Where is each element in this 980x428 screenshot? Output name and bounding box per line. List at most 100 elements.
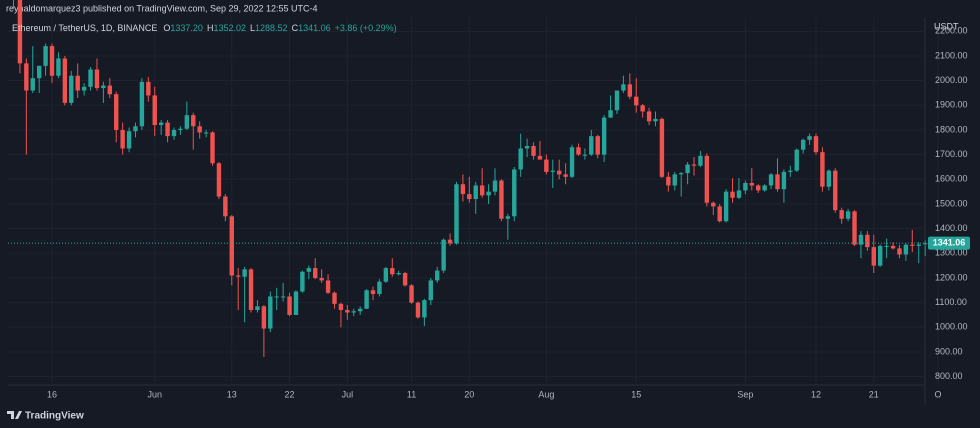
x-tick-label: 13 [227, 389, 237, 399]
candle-body [139, 81, 145, 127]
candle-body [357, 308, 363, 312]
candle-body [839, 210, 844, 219]
x-tick-label: 11 [407, 389, 416, 399]
y-tick-label: 1000.00 [935, 322, 968, 332]
candle-body [910, 244, 915, 246]
candle-body [492, 180, 498, 192]
candle-body [595, 136, 600, 155]
legend-value: 1337.20 [170, 23, 203, 33]
candle-body [646, 111, 652, 122]
candle-body [62, 58, 68, 103]
candle-body [486, 191, 491, 196]
candle-body [608, 110, 613, 118]
candle-body [396, 273, 401, 275]
candle-body [659, 118, 665, 177]
candle-body [756, 185, 761, 191]
candle-body [287, 296, 292, 315]
candle-body [730, 191, 735, 198]
candle-body [678, 173, 684, 175]
candle-body [158, 122, 164, 126]
candle-body [794, 149, 799, 171]
candle-body [49, 46, 55, 76]
candle-body [781, 171, 787, 190]
candle-body [531, 146, 536, 156]
legend-value: 1352.02 [213, 23, 246, 33]
logo [7, 411, 22, 419]
candle-body [627, 84, 633, 97]
candle-body [601, 117, 607, 155]
header: reynaldomarquez3 published on TradingVie… [6, 3, 318, 13]
candle-body [133, 126, 138, 132]
legend-value: 1288.52 [255, 23, 288, 33]
candle-body [165, 122, 170, 137]
y-unit: USDT [934, 21, 959, 31]
candle-body [422, 300, 427, 318]
candle-body [319, 277, 324, 281]
x-tick-label: Sep [737, 389, 753, 399]
candle-body [383, 268, 389, 282]
candle-body [36, 65, 42, 79]
x-tick-label: 22 [285, 389, 295, 399]
candle-body [653, 118, 658, 122]
y-tick-label: 1500.00 [935, 198, 968, 208]
candle-body [820, 152, 825, 187]
candle-body [402, 273, 408, 286]
candle-body [698, 155, 703, 166]
candle-body [717, 206, 722, 222]
candle-body [30, 78, 35, 91]
candle-body [858, 234, 864, 245]
y-tick-label: 1800.00 [935, 124, 968, 134]
legend-key: C [292, 23, 299, 33]
candle-body [306, 268, 312, 272]
candle-body [261, 306, 267, 329]
candle-body [460, 184, 466, 195]
candle-body [544, 159, 549, 172]
candle-body [826, 170, 832, 187]
candle-body [377, 281, 382, 294]
candle-body [43, 46, 48, 66]
candle-body [922, 243, 928, 245]
candle-body [576, 147, 581, 155]
candle-body [672, 174, 677, 186]
candle-body [807, 136, 812, 140]
candle-body [833, 170, 838, 211]
candle-body [916, 244, 921, 246]
candle-body [788, 170, 793, 172]
candle-body [114, 94, 119, 130]
candle-body [640, 105, 645, 112]
candle-body [242, 269, 247, 277]
candle-body [557, 170, 562, 175]
legend-change: +3.86 (+0.29%) [335, 23, 397, 33]
candle-body [178, 128, 183, 130]
y-tick-label: 1200.00 [935, 272, 968, 282]
candle-body [88, 69, 93, 87]
candle-body [614, 90, 620, 111]
candle-body [813, 136, 819, 153]
candle-body [94, 69, 100, 89]
candle-body [878, 245, 883, 266]
candle-body [897, 248, 902, 255]
candle-body [210, 132, 215, 164]
candle-body [17, 0, 23, 64]
candle-body [107, 85, 112, 95]
candle-body [852, 211, 857, 245]
candle-body [537, 155, 543, 160]
candle-body [229, 216, 234, 276]
candle-body [691, 164, 697, 166]
footer: TradingView [25, 411, 84, 422]
candle-body [152, 95, 157, 126]
candle-body [524, 146, 530, 149]
candle-body [184, 115, 190, 129]
y-tick-label: 1900.00 [935, 100, 968, 110]
candle-body [75, 75, 80, 91]
candle-body [505, 216, 511, 219]
candle-body [223, 196, 228, 217]
candle-body [704, 155, 710, 203]
candle-body [390, 268, 395, 275]
candle-body [666, 176, 671, 186]
y-tick-label: 2200.00 [935, 26, 968, 36]
candle-body [274, 296, 279, 298]
candle-body [248, 269, 254, 311]
